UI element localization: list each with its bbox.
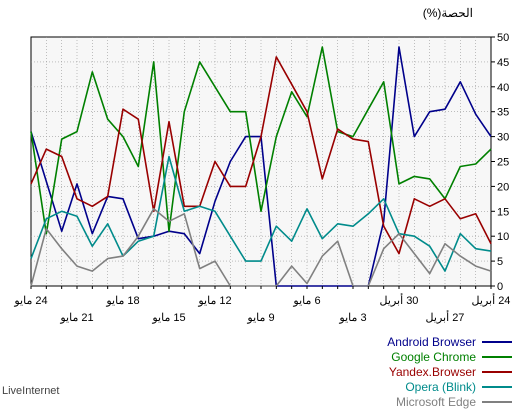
series-line-opera-blink- [30,155,492,272]
x-tick-label: 30 أبريل [380,293,419,307]
x-tick-label: 27 أبريل [426,310,465,324]
y-tick-label: 35 [497,107,509,119]
x-tick-label: 18 مايو [105,295,139,307]
legend-label: Yandex.Browser [388,364,476,379]
legend-item: Microsoft Edge [252,394,512,409]
y-tick-label: 45 [497,57,509,69]
y-tick-label: 50 [497,32,509,44]
line-chart: 0 5 10 15 20 25 30 35 40 45 50 24 مايو 18 مايو 12 ما… [13,6,510,324]
chart-legend: Android Browser Google Chrome Yandex.Brows… [252,334,512,409]
x-tick-label: 15 مايو [151,312,185,324]
x-tick-label: 21 مايو [59,312,93,324]
y-axis-ticks: 0 5 10 15 20 25 30 35 40 45 50 [491,32,509,293]
legend-swatch [482,385,512,388]
legend-swatch [482,355,512,358]
legend-swatch [482,340,512,343]
legend-item: Yandex.Browser [252,364,512,379]
y-tick-label: 10 [497,231,509,243]
series-line-yandex-browser [30,56,492,255]
y-tick-label: 25 [497,157,509,169]
legend-item: Opera (Blink) [252,379,512,394]
brand-label: LiveInternet [2,385,60,397]
legend-label: Opera (Blink) [405,379,476,394]
x-tick-label: 24 مايو [13,295,47,307]
x-tick-label: 6 مايو [292,295,320,307]
y-tick-label: 40 [497,82,509,94]
y-tick-label: 30 [497,132,509,144]
x-tick-label: 12 مايو [197,295,231,307]
y-tick-label: 0 [497,281,503,293]
legend-item: Android Browser [252,334,512,349]
legend-label: Microsoft Edge [395,394,476,409]
x-axis-ticks: 24 مايو 18 مايو 12 مايو 6 مايو 30 أبريل 24 أب… [13,286,510,324]
chart-grid [30,36,492,287]
x-tick-label: 24 أبريل [472,293,511,307]
legend-swatch [482,400,512,403]
legend-label: Android Browser [387,334,476,349]
legend-swatch [482,370,512,373]
series-line-google-chrome [30,46,492,235]
chart-series [30,46,492,287]
legend-item: Google Chrome [252,349,512,364]
x-tick-label: 9 مايو [246,312,274,324]
y-tick-label: 5 [497,256,503,268]
y-axis-label: الحصة(%) [423,6,473,20]
y-tick-label: 15 [497,206,509,218]
y-tick-label: 20 [497,181,509,193]
x-tick-label: 3 مايو [338,312,366,324]
legend-label: Google Chrome [391,349,476,364]
